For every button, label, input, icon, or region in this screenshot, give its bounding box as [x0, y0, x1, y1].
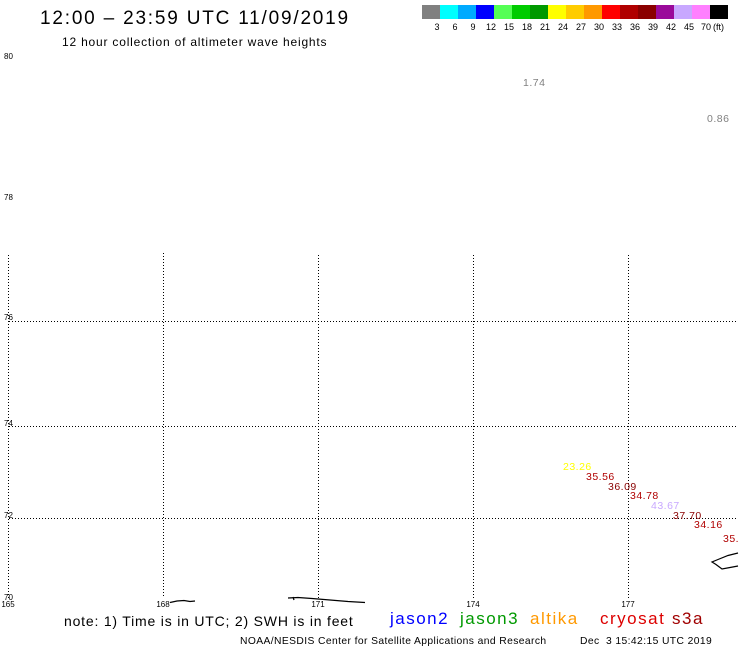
color-scale-swatch — [458, 5, 476, 19]
longitude-label: 174 — [466, 600, 480, 609]
color-scale-label: 70 — [700, 22, 712, 32]
coastline-segment — [287, 596, 366, 604]
color-scale-swatch — [530, 5, 548, 19]
color-scale-label: 6 — [452, 22, 458, 32]
color-scale-swatch — [512, 5, 530, 19]
color-scale-swatch — [692, 5, 710, 19]
color-scale-label: 42 — [665, 22, 677, 32]
color-scale-swatch — [656, 5, 674, 19]
longitude-label: 168 — [156, 600, 170, 609]
wave-height-observation: 43.67 — [651, 500, 680, 512]
color-scale-label: 12 — [485, 22, 497, 32]
graticule — [8, 253, 736, 598]
latitude-label: 72 — [4, 511, 13, 520]
longitude-label: 171 — [311, 600, 325, 609]
color-scale-label: 39 — [647, 22, 659, 32]
units-note: note: 1) Time is in UTC; 2) SWH is in fe… — [64, 613, 354, 629]
coastline-segment — [710, 552, 739, 570]
color-scale-label: 36 — [629, 22, 641, 32]
longitude-label: 165 — [1, 600, 15, 609]
latitude-label: 70 — [4, 593, 13, 602]
color-scale-swatch — [620, 5, 638, 19]
color-scale-label: 30 — [593, 22, 605, 32]
map-title: 12:00 – 23:59 UTC 11/09/2019 — [40, 8, 350, 29]
color-scale-unit: (ft) — [713, 22, 724, 32]
wave-height-observation: 35. — [723, 533, 740, 545]
coastline-segment — [169, 599, 196, 604]
legend-satellite-jason2: jason2 — [390, 609, 450, 628]
latitude-label: 78 — [4, 193, 13, 202]
legend-satellite-jason3: jason3 — [460, 609, 520, 628]
wave-height-observation: 23.26 — [563, 461, 592, 473]
wave-height-observation: 34.16 — [694, 519, 723, 531]
color-scale-swatch — [476, 5, 494, 19]
footer-timestamp: Dec 3 15:42:15 UTC 2019 — [580, 636, 713, 647]
wave-height-observation: 0.86 — [707, 113, 730, 125]
color-scale-swatch — [440, 5, 458, 19]
coastline-segment — [292, 596, 295, 601]
color-scale-swatch — [566, 5, 584, 19]
longitude-label: 177 — [621, 600, 635, 609]
latitude-label: 74 — [4, 419, 13, 428]
color-scale-swatch — [422, 5, 440, 19]
wave-height-observation: 35.56 — [586, 471, 615, 483]
color-scale-swatch — [638, 5, 656, 19]
color-scale-label: 15 — [503, 22, 515, 32]
color-scale-swatch — [710, 5, 728, 19]
legend-satellite-cryosat: cryosat — [600, 609, 666, 628]
color-scale-label: 3 — [434, 22, 440, 32]
wave-height-observation: 37.70 — [673, 510, 702, 522]
color-scale-label: 18 — [521, 22, 533, 32]
footer-credit: NOAA/NESDIS Center for Satellite Applica… — [240, 636, 547, 647]
legend-satellite-s3a: s3a — [672, 609, 704, 628]
wave-height-observation: 1.74 — [523, 77, 546, 89]
color-scale-label: 27 — [575, 22, 587, 32]
legend-satellite-altika: altika — [530, 609, 579, 628]
wave-height-color-scale — [422, 5, 728, 19]
wave-height-observation: 34.78 — [630, 490, 659, 502]
color-scale-label: 21 — [539, 22, 551, 32]
latitude-label: 80 — [4, 52, 13, 61]
color-scale-swatch — [674, 5, 692, 19]
color-scale-label: 33 — [611, 22, 623, 32]
color-scale-swatch — [494, 5, 512, 19]
color-scale-swatch — [602, 5, 620, 19]
color-scale-swatch — [548, 5, 566, 19]
color-scale-label: 9 — [470, 22, 476, 32]
color-scale-label: 24 — [557, 22, 569, 32]
wave-height-observation: 36.09 — [608, 481, 637, 493]
color-scale-swatch — [584, 5, 602, 19]
color-scale-label: 45 — [683, 22, 695, 32]
coastline — [169, 552, 739, 604]
latitude-label: 76 — [4, 313, 13, 322]
map-subtitle: 12 hour collection of altimeter wave hei… — [62, 35, 328, 49]
